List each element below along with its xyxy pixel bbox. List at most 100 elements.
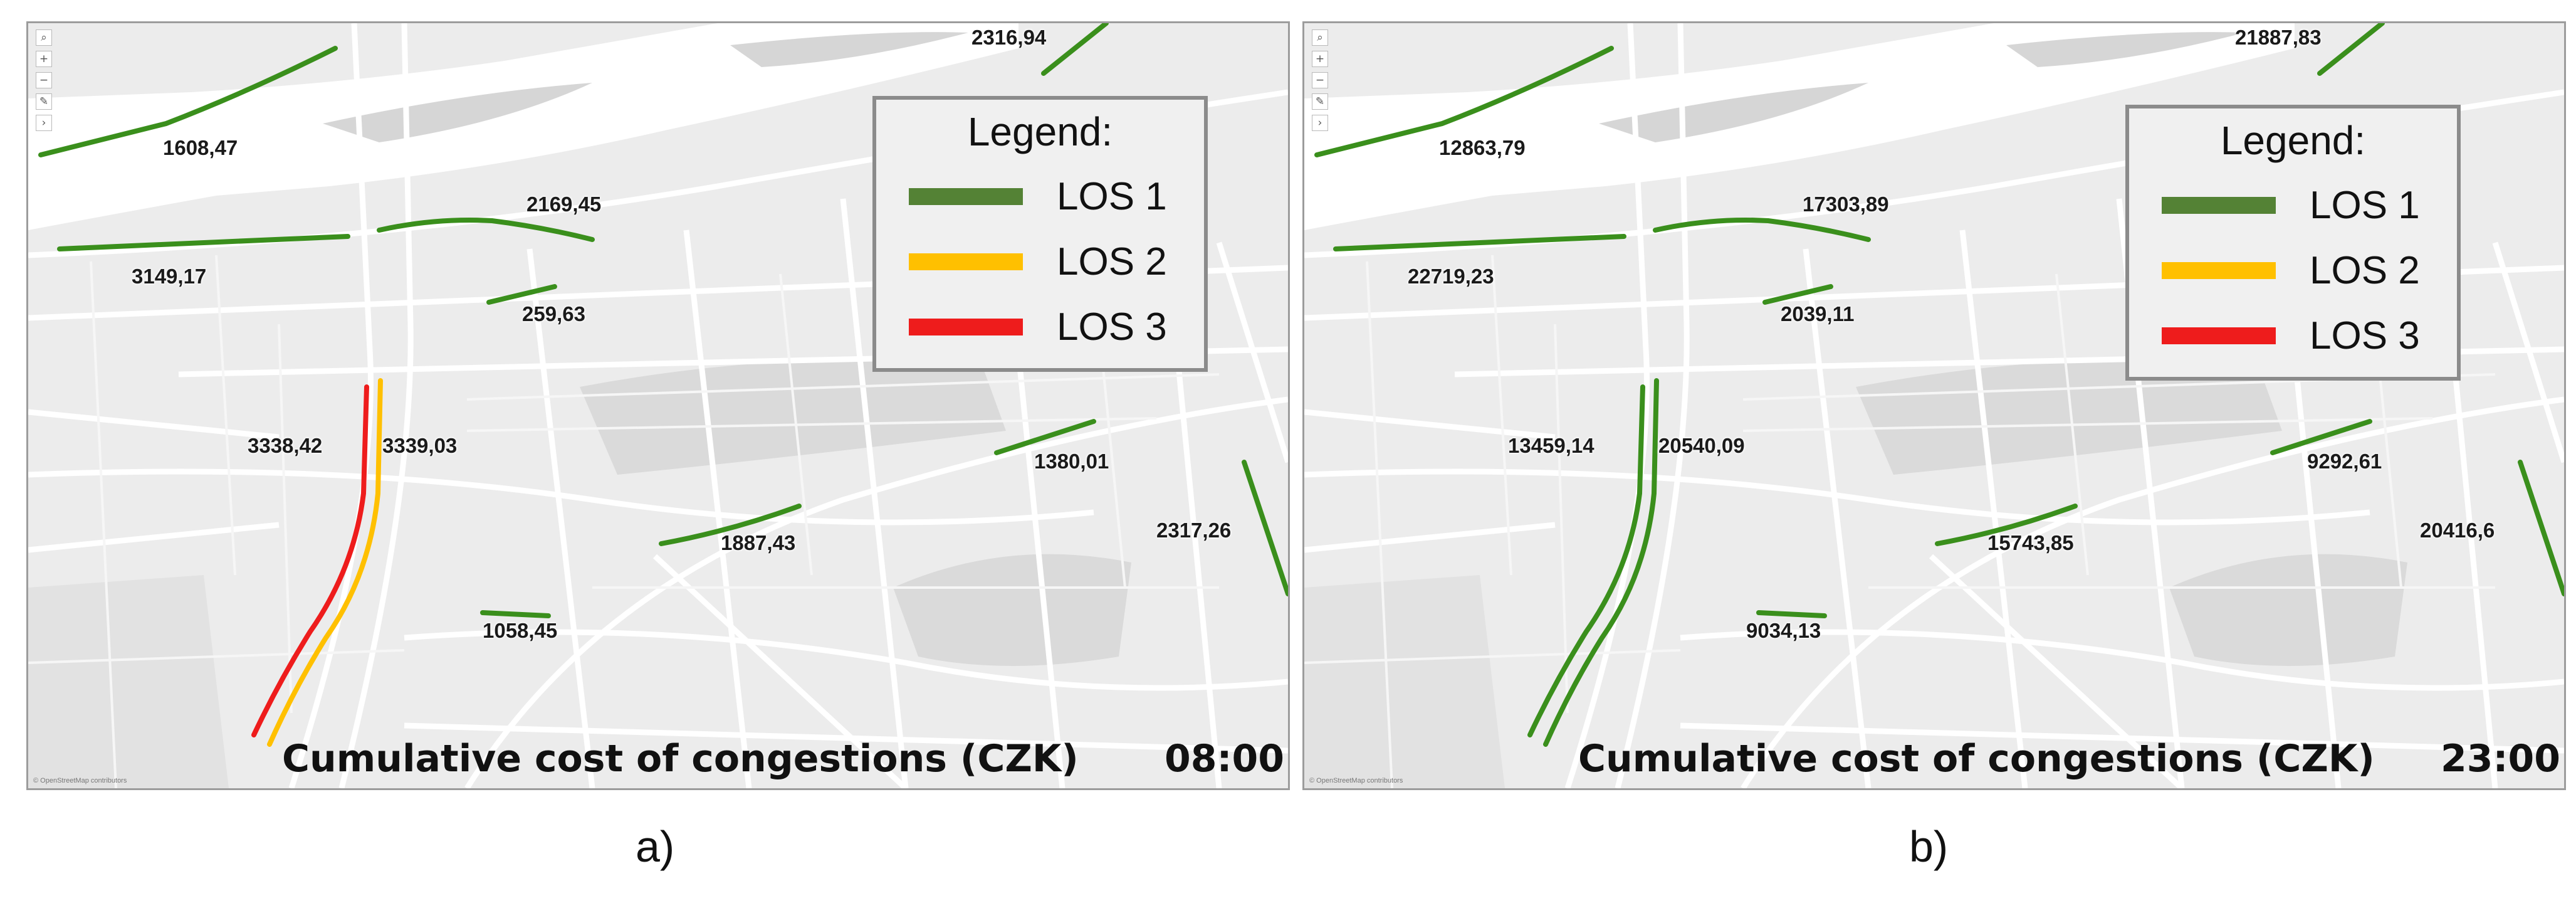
- island: [2006, 32, 2244, 67]
- segment-label-small-center: 2039,11: [1781, 302, 1855, 325]
- segment-far-east: [2518, 460, 2564, 596]
- park: [28, 575, 229, 788]
- segment-label-west-bridge: 3149,17: [132, 265, 207, 288]
- map-caption: Cumulative cost of congestions (CZK): [282, 737, 1079, 781]
- park: [1856, 359, 2282, 475]
- legend: Legend: LOS 1 LOS 2 LOS 3: [2125, 105, 2461, 381]
- segment-west-bridge: [1333, 234, 1626, 251]
- park: [2169, 554, 2407, 666]
- segment-label-far-east: 20416,6: [2420, 519, 2495, 542]
- segment-label-north-bridge: 2169,45: [526, 193, 602, 216]
- segment-label-rail-right: 3339,03: [382, 434, 458, 457]
- draw-icon[interactable]: ✎: [1312, 93, 1328, 110]
- segment-label-top-right: 2316,94: [971, 26, 1047, 49]
- legend-label: LOS 1: [1057, 174, 1167, 218]
- segment-label-east-upper: 1380,01: [1034, 450, 1109, 473]
- segment-small-center: [486, 284, 557, 305]
- legend-swatch-los3: [2162, 327, 2276, 344]
- park: [1304, 575, 1505, 788]
- segment-top-right: [2317, 23, 2385, 76]
- segment-west-bridge: [57, 234, 350, 251]
- segment-label-south: 1058,45: [483, 619, 558, 642]
- segment-label-east-upper: 9292,61: [2307, 450, 2382, 473]
- search-icon[interactable]: ⌕: [1312, 29, 1328, 46]
- segment-center-south: [1935, 504, 2078, 546]
- legend-label: LOS 1: [2310, 183, 2420, 227]
- legend-title: Legend:: [967, 109, 1113, 154]
- map-controls[interactable]: ⌕ + − ✎ ›: [1312, 29, 1328, 131]
- segment-rail-right: [267, 378, 383, 747]
- panel-label-a: a): [636, 822, 675, 871]
- segment-label-rail-left: 3338,42: [248, 434, 323, 457]
- legend-item-los3: LOS 3: [909, 294, 1204, 359]
- segment-label-upper-left: 1608,47: [163, 136, 238, 159]
- segment-rail-left: [1527, 384, 1645, 737]
- legend-item-los2: LOS 2: [2162, 238, 2457, 303]
- legend-item-los1: LOS 1: [2162, 172, 2457, 238]
- expand-icon[interactable]: ›: [36, 115, 52, 131]
- segment-center-south: [659, 504, 802, 546]
- segment-label-small-center: 259,63: [522, 302, 585, 325]
- time-label: 08:00: [1165, 737, 1284, 781]
- zoom-out-icon[interactable]: −: [1312, 72, 1328, 88]
- river: [28, 23, 1018, 230]
- legend-label: LOS 3: [2310, 314, 2420, 357]
- park: [893, 554, 1131, 666]
- map-panel-a[interactable]: ⌕ + − ✎ › 2316,94 1608,47 2169,45 3149,1…: [26, 21, 1290, 790]
- segment-label-rail-left: 13459,14: [1508, 434, 1594, 457]
- legend-swatch-los3: [909, 318, 1023, 335]
- segment-rail-left: [251, 384, 369, 737]
- segment-label-west-bridge: 22719,23: [1408, 265, 1494, 288]
- map-panel-b[interactable]: ⌕ + − ✎ › 21887,83 12863,79 17303,89 227…: [1302, 21, 2566, 790]
- zoom-in-icon[interactable]: +: [1312, 51, 1328, 67]
- segment-rail-right: [1543, 378, 1659, 747]
- legend-label: LOS 2: [1057, 240, 1167, 283]
- legend-item-los2: LOS 2: [909, 229, 1204, 294]
- segment-label-upper-left: 12863,79: [1439, 136, 1526, 159]
- expand-icon[interactable]: ›: [1312, 115, 1328, 131]
- segment-label-south: 9034,13: [1746, 619, 1821, 642]
- legend-swatch-los1: [909, 187, 1023, 205]
- legend-swatch-los2: [909, 253, 1023, 270]
- map-caption: Cumulative cost of congestions (CZK): [1578, 737, 2375, 781]
- segment-upper-left: [38, 46, 338, 157]
- segment-east-upper: [994, 419, 1096, 455]
- map-attribution[interactable]: © OpenStreetMap contributors: [1309, 777, 1403, 784]
- segment-small-center: [1762, 284, 1833, 305]
- segment-far-east: [1242, 460, 1288, 596]
- segment-label-center-south: 15743,85: [1987, 531, 2074, 554]
- legend-label: LOS 2: [2310, 248, 2420, 292]
- legend-swatch-los2: [2162, 261, 2276, 279]
- legend-item-los1: LOS 1: [909, 164, 1204, 229]
- segment-north-bridge: [1653, 218, 1871, 242]
- map-controls[interactable]: ⌕ + − ✎ ›: [36, 29, 52, 131]
- segment-upper-left: [1314, 46, 1614, 157]
- segment-south: [1756, 610, 1827, 618]
- legend-item-los3: LOS 3: [2162, 303, 2457, 368]
- island: [323, 83, 592, 142]
- panel-label-b: b): [1909, 822, 1949, 871]
- search-icon[interactable]: ⌕: [36, 29, 52, 46]
- segment-label-top-right: 21887,83: [2235, 26, 2322, 49]
- island: [1599, 83, 1868, 142]
- segment-label-far-east: 2317,26: [1156, 519, 1232, 542]
- zoom-in-icon[interactable]: +: [36, 51, 52, 67]
- segment-south: [480, 610, 551, 618]
- legend-label: LOS 3: [1057, 305, 1167, 349]
- island: [730, 32, 968, 67]
- time-label: 23:00: [2441, 737, 2560, 781]
- map-attribution[interactable]: © OpenStreetMap contributors: [33, 777, 127, 784]
- legend-swatch-los1: [2162, 196, 2276, 214]
- segment-label-north-bridge: 17303,89: [1803, 193, 1889, 216]
- segment-label-rail-right: 20540,09: [1658, 434, 1745, 457]
- segment-north-bridge: [377, 218, 595, 242]
- legend: Legend: LOS 1 LOS 2 LOS 3: [872, 96, 1208, 372]
- river: [1304, 23, 2295, 230]
- segment-label-center-south: 1887,43: [721, 531, 796, 554]
- zoom-out-icon[interactable]: −: [36, 72, 52, 88]
- park: [580, 359, 1006, 475]
- segment-top-right: [1041, 23, 1109, 76]
- legend-title: Legend:: [2220, 118, 2366, 163]
- segment-east-upper: [2270, 419, 2372, 455]
- draw-icon[interactable]: ✎: [36, 93, 52, 110]
